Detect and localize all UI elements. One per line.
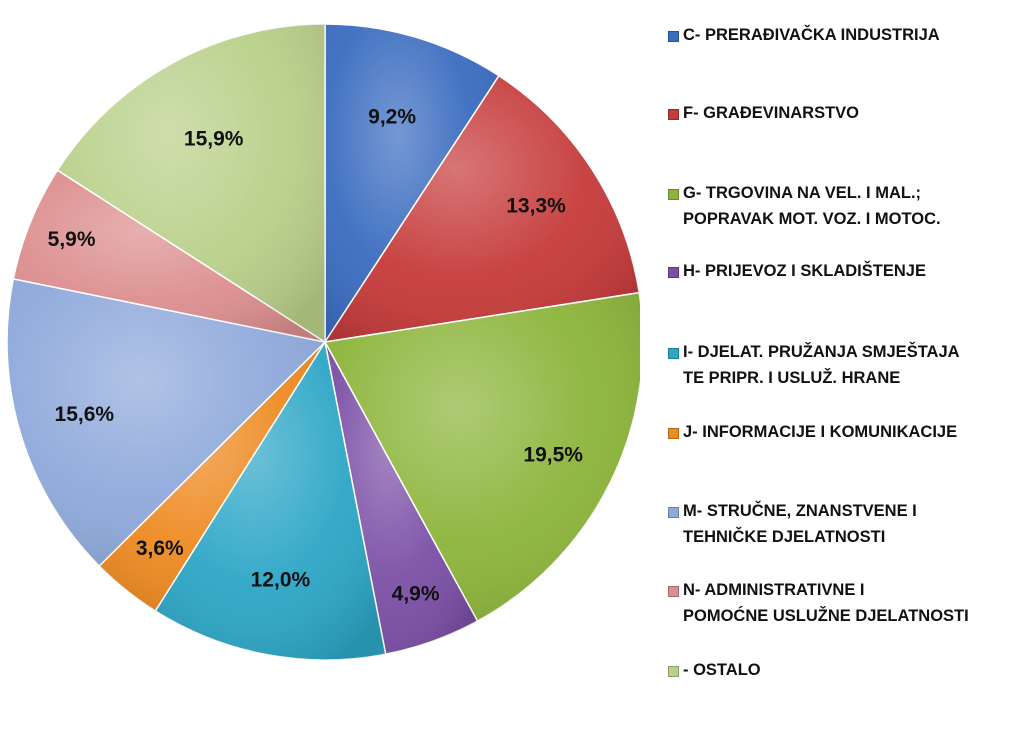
legend-label-line: TE PRIPR. I USLUŽ. HRANE [683, 365, 960, 391]
legend-swatch [668, 348, 679, 359]
legend-item-2: F- GRAĐEVINARSTVO [668, 104, 859, 126]
data-label-9: 15,9% [184, 127, 244, 150]
legend-swatch [668, 31, 679, 42]
legend-label-line: F- GRAĐEVINARSTVO [683, 100, 859, 126]
legend-swatch [668, 428, 679, 439]
legend-item-4: H- PRIJEVOZ I SKLADIŠTENJE [668, 262, 926, 284]
data-label-7: 15,6% [55, 403, 115, 426]
legend-label-line: I- DJELAT. PRUŽANJA SMJEŠTAJA [683, 339, 960, 365]
legend-label: I- DJELAT. PRUŽANJA SMJEŠTAJA TE PRIPR. I… [683, 339, 960, 391]
legend-label-line: POPRAVAK MOT. VOZ. I MOTOC. [683, 206, 941, 232]
legend-swatch [668, 507, 679, 518]
legend-label: - OSTALO [683, 657, 761, 683]
legend-swatch [668, 189, 679, 200]
data-label-8: 5,9% [48, 228, 96, 251]
legend-label: N- ADMINISTRATIVNE I POMOĆNE USLUŽNE DJEL… [683, 577, 969, 629]
legend-swatch [668, 586, 679, 597]
legend-label-line: M- STRUČNE, ZNANSTVENE I [683, 498, 917, 524]
legend-label-line: POMOĆNE USLUŽNE DJELATNOSTI [683, 603, 969, 629]
legend-swatch [668, 666, 679, 677]
legend-label-line: TEHNIČKE DJELATNOSTI [683, 524, 917, 550]
legend-label-line: G- TRGOVINA NA VEL. I MAL.; [683, 180, 941, 206]
legend-item-5: I- DJELAT. PRUŽANJA SMJEŠTAJA TE PRIPR. I… [668, 343, 960, 391]
legend-item-7: M- STRUČNE, ZNANSTVENE I TEHNIČKE DJELATN… [668, 502, 917, 550]
legend-label-line: H- PRIJEVOZ I SKLADIŠTENJE [683, 258, 926, 284]
legend-label-line: C- PRERAĐIVAČKA INDUSTRIJA [683, 22, 940, 48]
legend-swatch [668, 267, 679, 278]
data-label-4: 4,9% [392, 582, 440, 605]
legend-label-line: - OSTALO [683, 657, 761, 683]
legend-item-1: C- PRERAĐIVAČKA INDUSTRIJA [668, 26, 940, 48]
legend-label: J- INFORMACIJE I KOMUNIKACIJE [683, 419, 957, 445]
legend-label: F- GRAĐEVINARSTVO [683, 100, 859, 126]
legend-label: C- PRERAĐIVAČKA INDUSTRIJA [683, 22, 940, 48]
data-label-1: 9,2% [368, 106, 416, 129]
legend-label: M- STRUČNE, ZNANSTVENE I TEHNIČKE DJELATN… [683, 498, 917, 550]
data-label-2: 13,3% [506, 195, 566, 218]
legend-label: G- TRGOVINA NA VEL. I MAL.; POPRAVAK MOT.… [683, 180, 941, 232]
legend-swatch [668, 109, 679, 120]
data-label-6: 3,6% [136, 537, 184, 560]
legend-item-3: G- TRGOVINA NA VEL. I MAL.; POPRAVAK MOT.… [668, 184, 941, 232]
legend-item-8: N- ADMINISTRATIVNE I POMOĆNE USLUŽNE DJEL… [668, 581, 969, 629]
legend-label-line: N- ADMINISTRATIVNE I [683, 577, 969, 603]
legend-label-line: J- INFORMACIJE I KOMUNIKACIJE [683, 419, 957, 445]
legend-item-9: - OSTALO [668, 661, 761, 683]
data-label-5: 12,0% [251, 569, 311, 592]
legend: C- PRERAĐIVAČKA INDUSTRIJA F- GRAĐEVINARS… [668, 0, 1020, 735]
legend-label: H- PRIJEVOZ I SKLADIŠTENJE [683, 258, 926, 284]
pie-slices [7, 24, 640, 660]
pie-chart: 9,2% 13,3% 19,5% 4,9% 12,0% 3,6% 15,6% 5,9% 15,9… [0, 0, 640, 735]
legend-item-6: J- INFORMACIJE I KOMUNIKACIJE [668, 423, 957, 445]
data-label-3: 19,5% [523, 443, 583, 466]
